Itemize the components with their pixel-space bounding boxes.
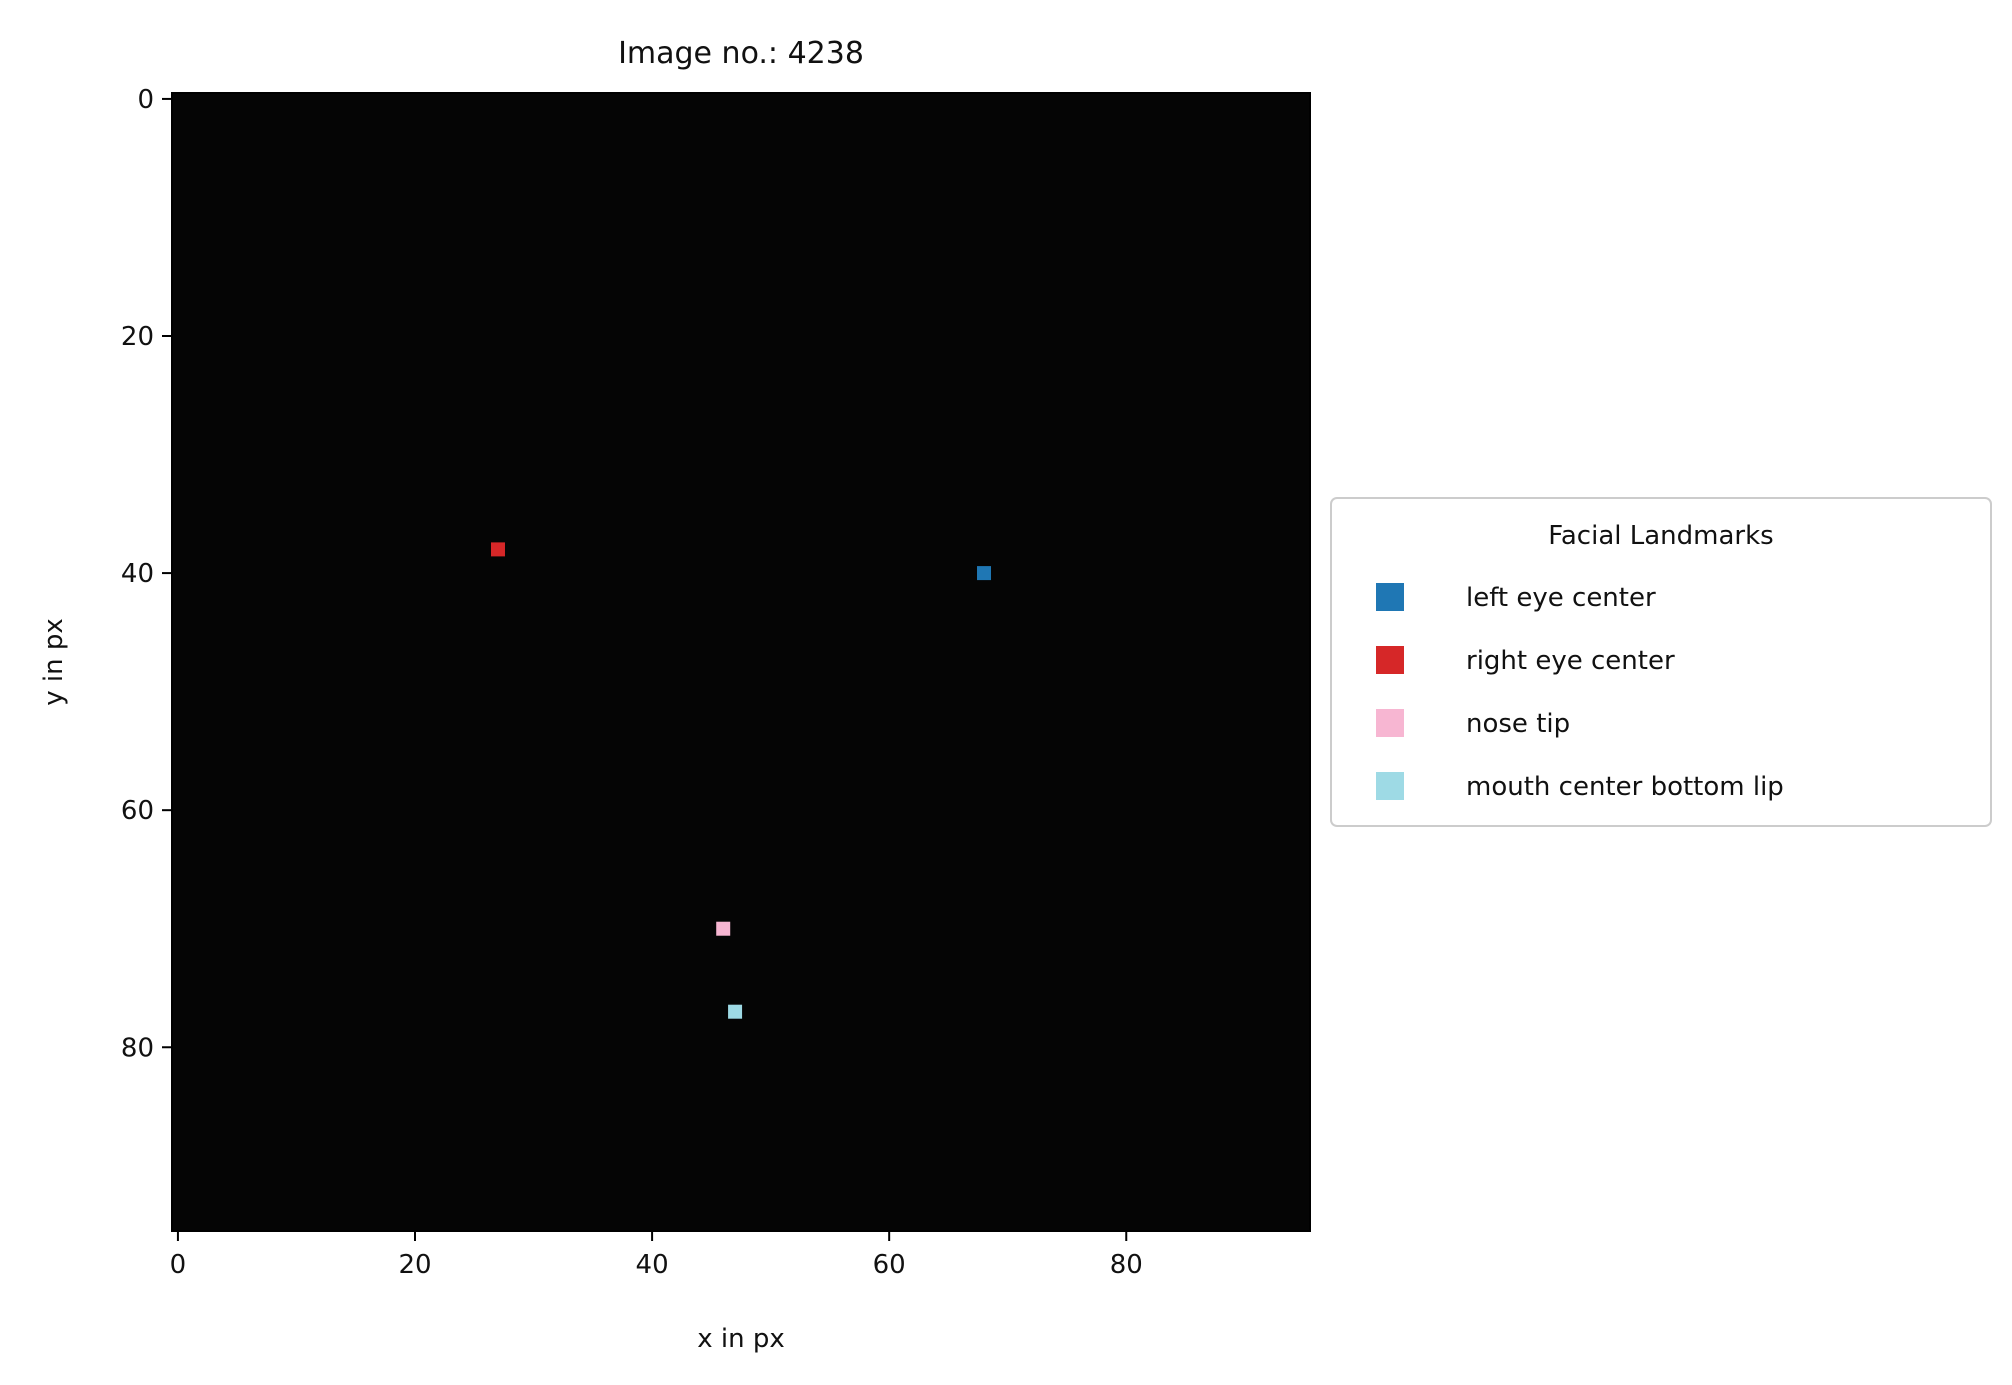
legend-box	[1330, 497, 1992, 827]
y-tick-label: 80	[121, 1033, 154, 1063]
legend-label-nose-tip: nose tip	[1466, 709, 1570, 739]
legend-title: Facial Landmarks	[1548, 521, 1773, 551]
x-axis-ticks: 0 20 40 60 80	[170, 1231, 1143, 1280]
x-axis-label: x in px	[697, 1324, 785, 1354]
y-tick-label: 0	[137, 85, 154, 115]
legend-swatch-mouth-center-bottom-lip	[1376, 772, 1404, 800]
landmark-markers	[490, 542, 992, 1019]
y-tick-label: 60	[121, 796, 154, 826]
plot-frame	[171, 92, 1311, 1232]
chart-title: Image no.: 4238	[618, 36, 864, 71]
legend-label-mouth-center-bottom-lip: mouth center bottom lip	[1466, 772, 1784, 802]
x-tick-label: 40	[636, 1250, 669, 1280]
y-tick-label: 20	[121, 322, 154, 352]
legend-items: left eye center right eye center nose tip m…	[1376, 583, 1784, 802]
marker-left-eye-center	[977, 566, 992, 581]
legend-swatch-nose-tip	[1376, 709, 1404, 737]
marker-nose-tip	[716, 921, 731, 936]
x-tick-label: 80	[1110, 1250, 1143, 1280]
face-image	[172, 93, 1310, 1231]
y-tick-label: 40	[121, 559, 154, 589]
legend-label-right-eye-center: right eye center	[1466, 646, 1675, 676]
legend-label-left-eye-center: left eye center	[1466, 583, 1656, 613]
y-axis-ticks: 0 20 40 60 80	[121, 85, 172, 1063]
y-axis-label: y in px	[39, 618, 69, 706]
x-tick-label: 0	[170, 1250, 187, 1280]
x-tick-label: 60	[873, 1250, 906, 1280]
legend: Facial Landmarks left eye center right ey…	[1330, 497, 1992, 827]
legend-swatch-left-eye-center	[1376, 583, 1404, 611]
marker-mouth-center-bottom-lip	[728, 1004, 743, 1019]
legend-swatch-right-eye-center	[1376, 646, 1404, 674]
x-tick-label: 20	[398, 1250, 431, 1280]
marker-right-eye-center	[490, 542, 505, 557]
